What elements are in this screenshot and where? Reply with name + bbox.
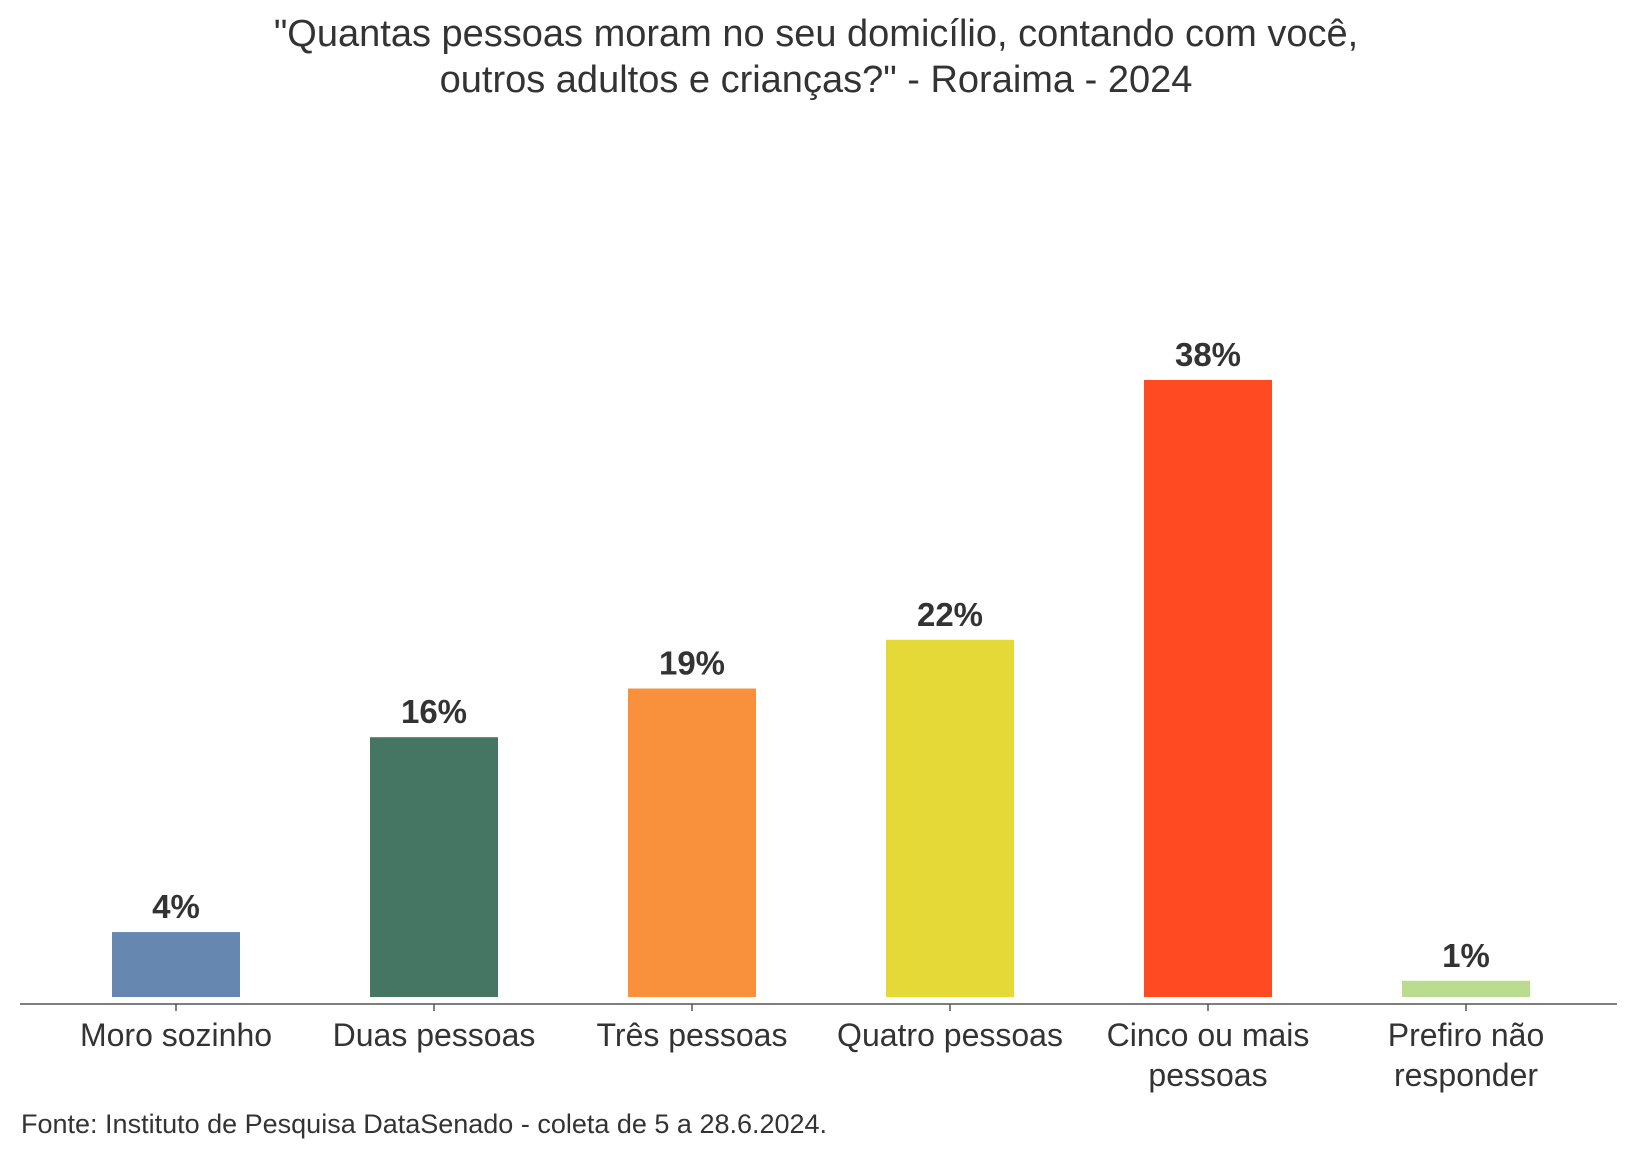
chart-title: "Quantas pessoas moram no seu domicílio,…	[274, 13, 1358, 101]
value-labels-group: 4% 16% 19% 22% 38% 1%	[152, 336, 1490, 974]
bar-5	[1402, 980, 1530, 997]
bar-value-label-5: 1%	[1442, 937, 1490, 974]
x-tick-label-5-line-1: responder	[1394, 1057, 1538, 1093]
bars-group	[112, 380, 1530, 997]
x-tick-label-1: Duas pessoas	[333, 1017, 536, 1053]
bar-value-label-1: 16%	[401, 693, 467, 730]
bar-4	[1144, 380, 1272, 997]
chart-title-line-1: "Quantas pessoas moram no seu domicílio,…	[274, 13, 1358, 55]
bar-3	[886, 639, 1014, 997]
x-tick-label-4-line-0: Cinco ou mais	[1107, 1017, 1310, 1053]
x-tick-label-5-line-0: Prefiro não	[1388, 1017, 1545, 1053]
x-tick-label-0: Moro sozinho	[80, 1017, 272, 1053]
x-tick-label-4-line-1: pessoas	[1148, 1057, 1267, 1093]
x-tick-label-2: Três pessoas	[597, 1017, 788, 1053]
x-ticks-group	[175, 1004, 1467, 1011]
bar-2	[628, 688, 756, 997]
bar-1	[370, 737, 498, 997]
bar-0	[112, 932, 240, 997]
source-note: Fonte: Instituto de Pesquisa DataSenado …	[21, 1109, 827, 1139]
x-tick-labels-group: Moro sozinho Duas pessoas Três pessoas Quat…	[80, 1017, 1544, 1093]
x-tick-label-3: Quatro pessoas	[837, 1017, 1063, 1053]
bar-value-label-4: 38%	[1175, 336, 1241, 373]
chart-title-line-2: outros adultos e crianças?" - Roraima - …	[440, 59, 1193, 101]
bar-value-label-2: 19%	[659, 645, 725, 682]
bar-value-label-0: 4%	[152, 888, 200, 925]
bar-value-label-3: 22%	[917, 596, 983, 633]
